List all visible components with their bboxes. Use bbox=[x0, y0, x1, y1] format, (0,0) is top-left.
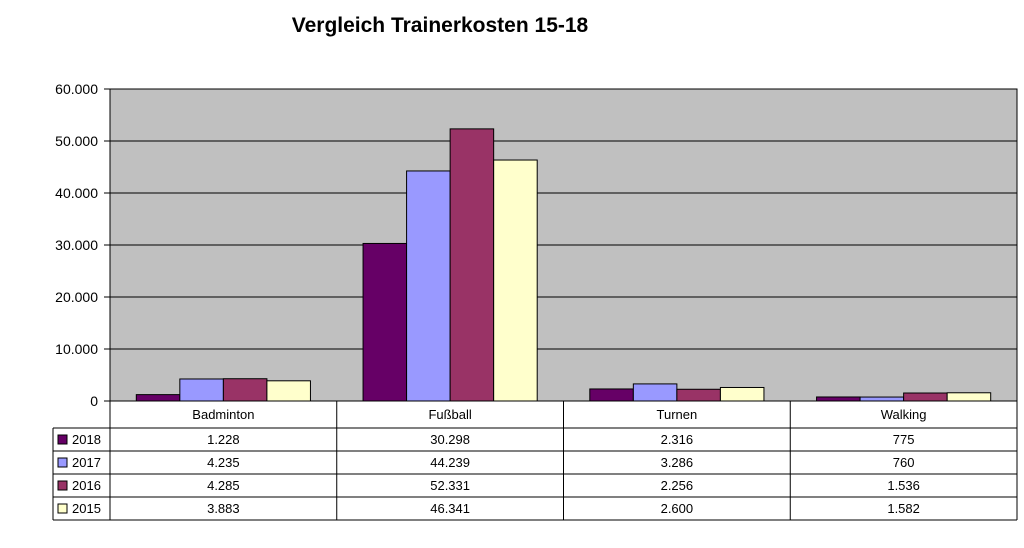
plot-area bbox=[109, 88, 1018, 402]
data-label: 52.331 bbox=[430, 478, 470, 493]
legend-swatch-2016 bbox=[57, 480, 68, 491]
legend-label: 2015 bbox=[72, 501, 101, 516]
bar-2015-2 bbox=[719, 386, 765, 402]
legend-label: 2018 bbox=[72, 432, 101, 447]
bar-2016-0 bbox=[222, 378, 268, 402]
y-tick-label: 0 bbox=[90, 393, 98, 409]
bar-2018-2 bbox=[589, 388, 634, 402]
bar-2015-0 bbox=[266, 380, 311, 402]
bar-2018-0 bbox=[135, 394, 181, 402]
bar-2017-1 bbox=[406, 170, 451, 402]
data-label: 2.316 bbox=[661, 432, 694, 447]
category-label: Walking bbox=[881, 407, 927, 422]
bar-2018-3 bbox=[816, 396, 861, 402]
legend-swatch-2018 bbox=[57, 434, 68, 445]
y-tick-label: 50.000 bbox=[55, 133, 98, 149]
category-label: Turnen bbox=[657, 407, 698, 422]
bar-2016-2 bbox=[676, 388, 721, 402]
bar-2017-2 bbox=[632, 383, 678, 402]
data-label: 3.883 bbox=[207, 501, 240, 516]
legend-swatch-2017 bbox=[57, 457, 68, 468]
y-tick-label: 20.000 bbox=[55, 289, 98, 305]
data-label: 760 bbox=[893, 455, 915, 470]
y-tick-label: 30.000 bbox=[55, 237, 98, 253]
bar-2017-0 bbox=[179, 378, 224, 402]
chart-title: Vergleich Trainerkosten 15-18 bbox=[291, 14, 589, 37]
data-label: 44.239 bbox=[430, 455, 470, 470]
data-label: 1.228 bbox=[207, 432, 240, 447]
data-label: 1.536 bbox=[887, 478, 920, 493]
bar-2015-1 bbox=[493, 159, 538, 402]
data-label: 4.235 bbox=[207, 455, 240, 470]
data-label: 3.286 bbox=[661, 455, 694, 470]
y-tick-label: 40.000 bbox=[55, 185, 98, 201]
data-label: 1.582 bbox=[887, 501, 920, 516]
data-table: Badminton Fußball Turnen Walking 2018 1.228 30… bbox=[52, 400, 1018, 521]
y-tick-label: 60.000 bbox=[55, 81, 98, 97]
data-label: 775 bbox=[893, 432, 915, 447]
y-tick-label: 10.000 bbox=[55, 341, 98, 357]
data-label: 2.600 bbox=[661, 501, 694, 516]
bar-2015-3 bbox=[946, 392, 992, 402]
data-label: 2.256 bbox=[661, 478, 694, 493]
data-label: 30.298 bbox=[430, 432, 470, 447]
bar-2016-3 bbox=[903, 392, 948, 402]
legend-label: 2017 bbox=[72, 455, 101, 470]
legend-swatch-2015 bbox=[57, 503, 68, 514]
category-label: Badminton bbox=[192, 407, 254, 422]
y-axis: 0 10.000 20.000 30.000 40.000 50.000 60.000 bbox=[55, 81, 111, 409]
bar-2017-3 bbox=[859, 396, 905, 402]
bar-2018-1 bbox=[362, 242, 408, 402]
bar-2016-1 bbox=[449, 128, 495, 402]
category-label: Fußball bbox=[428, 407, 471, 422]
data-label: 46.341 bbox=[430, 501, 470, 516]
data-label: 4.285 bbox=[207, 478, 240, 493]
legend-label: 2016 bbox=[72, 478, 101, 493]
